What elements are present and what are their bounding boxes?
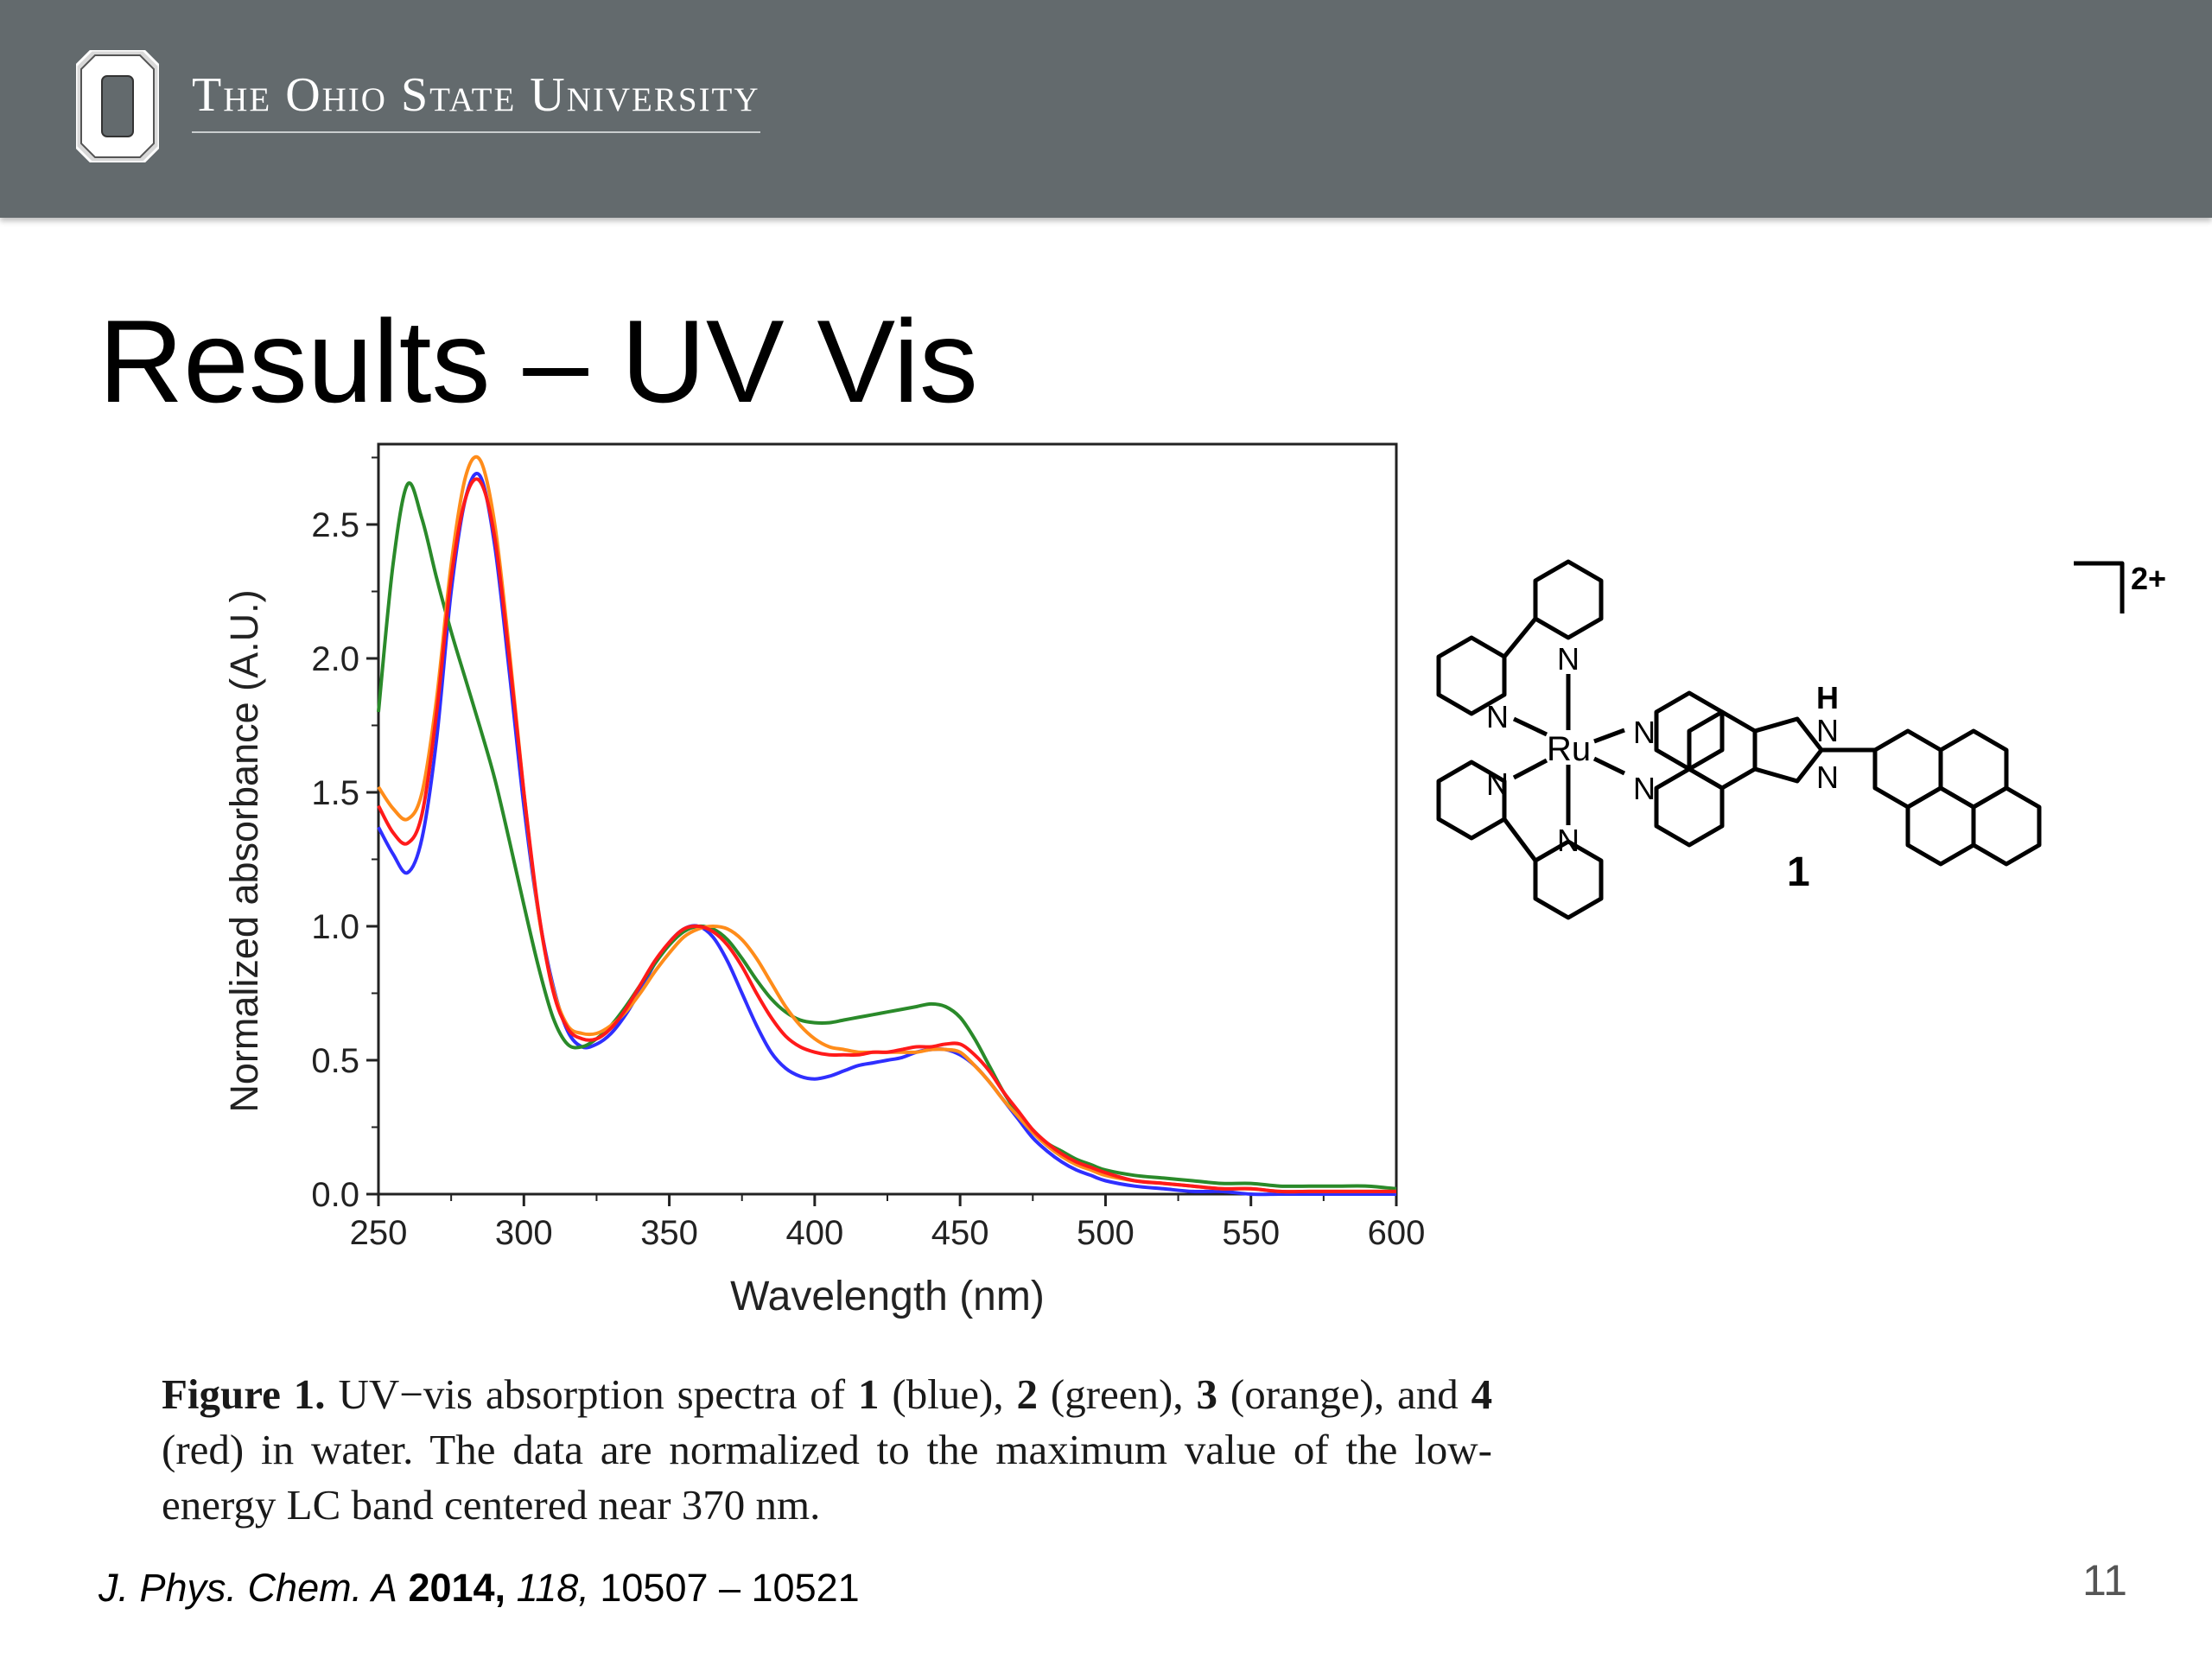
header-bar: The Ohio State University xyxy=(0,0,2212,218)
block-o-logo-icon xyxy=(76,50,159,162)
university-name: The Ohio State University xyxy=(192,67,760,133)
n-label: N xyxy=(1557,641,1580,677)
series-line-red xyxy=(377,477,1396,1194)
x-axis-label: Wavelength (nm) xyxy=(730,1274,1045,1319)
charge-label: 2+ xyxy=(2131,561,2166,596)
h-label: H xyxy=(1816,680,1839,715)
series-lines xyxy=(377,454,1397,1197)
citation-volume: 118, xyxy=(516,1566,589,1610)
journal-name: J. Phys. Chem. A xyxy=(99,1566,397,1610)
x-tick-label: 250 xyxy=(350,1214,408,1252)
n-label: N xyxy=(1486,766,1509,802)
n-label: N xyxy=(1816,760,1839,795)
x-tick-label: 400 xyxy=(785,1214,843,1252)
pyridine-ring-3 xyxy=(1436,760,1507,841)
x-tick-label: 350 xyxy=(640,1214,698,1252)
figure-label: Figure 1. xyxy=(162,1370,326,1418)
pyridine-ring-1 xyxy=(1533,559,1604,640)
pyrene-ring-4 xyxy=(1971,785,2042,867)
y-tick-label: 0.0 xyxy=(311,1176,359,1214)
y-axis-ticks: 0.0 0.5 1.0 1.5 2.0 2.5 xyxy=(311,456,378,1214)
page-number: 11 xyxy=(2082,1556,2127,1605)
n-label: N xyxy=(1816,713,1839,748)
citation: J. Phys. Chem. A 2014, 118, 10507 – 1052… xyxy=(99,1566,860,1611)
n-label: N xyxy=(1486,699,1509,734)
x-tick-label: 450 xyxy=(931,1214,989,1252)
ru-label: Ru xyxy=(1547,730,1591,768)
citation-year: 2014, xyxy=(408,1566,506,1610)
y-tick-label: 0.5 xyxy=(311,1042,359,1080)
n-label: N xyxy=(1557,823,1580,858)
x-tick-label: 500 xyxy=(1077,1214,1135,1252)
x-tick-label: 550 xyxy=(1222,1214,1280,1252)
slide-title: Results – UV Vis xyxy=(99,296,978,427)
structure-labels: Ru N N N N N N N N H 2+ 1 xyxy=(1486,561,2166,895)
citation-pages: 10507 – 10521 xyxy=(600,1566,860,1610)
pyrene-ring-3 xyxy=(1905,785,1976,867)
x-axis-ticks: 250 300 350 400 450 500 550 600 xyxy=(350,1194,1426,1252)
n-label: N xyxy=(1633,715,1656,750)
x-tick-label: 300 xyxy=(495,1214,553,1252)
y-tick-label: 1.0 xyxy=(311,908,359,946)
y-tick-label: 2.0 xyxy=(311,640,359,678)
plot-frame xyxy=(377,442,1398,1196)
series-line-green xyxy=(377,480,1397,1191)
x-tick-label: 600 xyxy=(1368,1214,1426,1252)
y-axis-label: Normalized absorbance (A.U.) xyxy=(222,589,266,1112)
ru-complex-structure xyxy=(1436,559,2125,920)
y-tick-label: 2.5 xyxy=(311,506,359,544)
y-tick-label: 1.5 xyxy=(311,774,359,812)
n-label: N xyxy=(1633,771,1656,806)
figure-caption: Figure 1. UV−vis absorption spectra of 1… xyxy=(162,1370,1493,1529)
imidazole-ring xyxy=(1752,716,1824,784)
compound-number: 1 xyxy=(1787,849,1810,895)
phen-ring-bottom xyxy=(1654,766,1725,848)
